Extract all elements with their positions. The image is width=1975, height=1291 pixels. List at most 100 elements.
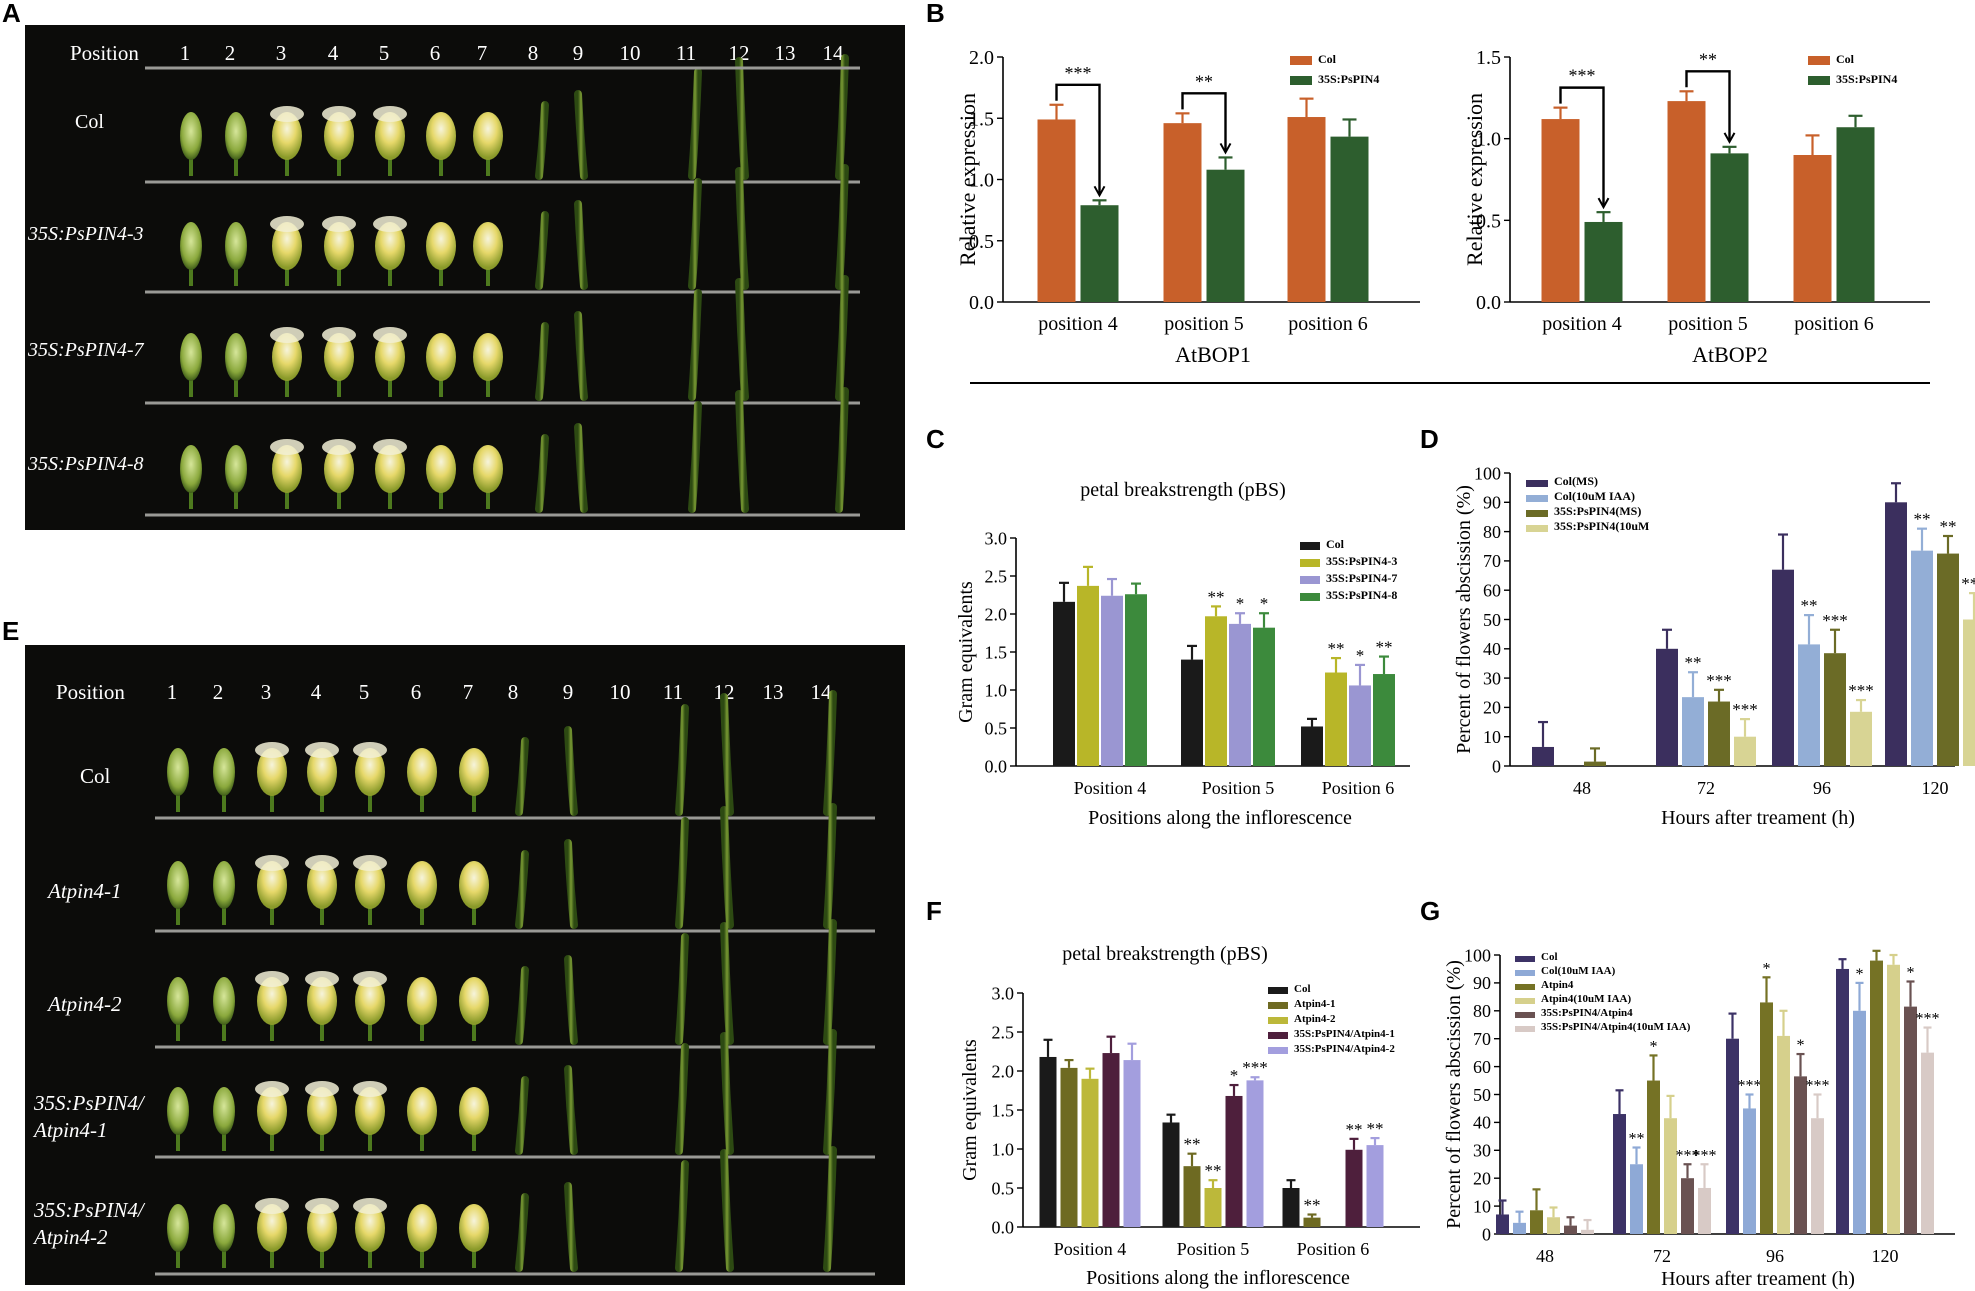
flower <box>324 222 354 270</box>
legend: Col 35S:PsPIN4 <box>1290 52 1379 86</box>
y-tick-label: 20 <box>1473 1169 1491 1189</box>
legend-swatch <box>1515 998 1535 1004</box>
legend-swatch <box>1300 559 1320 567</box>
photo-e-rows: Col Atpin4-1 Atpin4-2 35S:PsPIN4/Atpin4-1 35… <box>32 690 875 1276</box>
bar <box>1798 644 1820 766</box>
significance-label: *** <box>1822 611 1848 630</box>
y-tick-label: 1.0 <box>969 170 994 192</box>
legend-label: 35S:PsPIN4 <box>1318 72 1379 86</box>
x-category-label: position 5 <box>1668 313 1747 335</box>
flower <box>426 222 456 270</box>
position-number-label: 7 <box>477 41 488 65</box>
legend-label: Col <box>1541 951 1558 963</box>
legend-swatch <box>1526 525 1548 532</box>
legend-label: Col <box>1836 52 1855 66</box>
flower <box>407 977 437 1025</box>
silique-pod <box>735 390 749 513</box>
panel-label-e: E <box>2 616 19 646</box>
x-category-label: position 5 <box>1164 313 1243 335</box>
position-number-label: 5 <box>359 680 370 704</box>
legend-label: 35S:PsPIN4(MS) <box>1554 504 1641 518</box>
bar <box>1811 1118 1824 1234</box>
bar <box>1772 569 1794 766</box>
x-category-label: 72 <box>1653 1246 1671 1266</box>
bar <box>1853 1010 1866 1234</box>
silique-pod <box>535 211 549 290</box>
flower-bud <box>167 1204 189 1252</box>
flower <box>407 748 437 796</box>
significance-label: *** <box>1916 1011 1940 1028</box>
flower <box>272 222 302 270</box>
x-category-label: 72 <box>1697 778 1715 798</box>
position-number-label: 12 <box>714 680 735 704</box>
silique-pod <box>835 387 849 513</box>
flower <box>324 333 354 381</box>
petals <box>322 216 356 232</box>
bar <box>1911 550 1933 766</box>
legend: Col Col(10uM IAA) Atpin4 Atpin4(10uM IAA) 35… <box>1515 951 1691 1033</box>
flower <box>407 1087 437 1135</box>
flower <box>307 1204 337 1252</box>
silique-pod <box>735 278 749 401</box>
flower <box>426 445 456 493</box>
petals <box>373 106 407 122</box>
panel-label-a: A <box>2 0 21 28</box>
bar <box>1204 1188 1222 1227</box>
significance-label: * <box>1763 960 1771 977</box>
y-tick-label: 60 <box>1483 581 1501 601</box>
y-axis-label: Relative expression <box>955 93 980 266</box>
flower <box>355 1204 385 1252</box>
genotype-row-label: Atpin4-2 <box>46 992 122 1016</box>
x-category-label: 96 <box>1766 1246 1784 1266</box>
legend-label: 35S:PsPIN4 <box>1836 72 1897 86</box>
y-tick-label: 0.0 <box>992 1217 1015 1237</box>
silique-pod <box>535 434 549 513</box>
x-category-label: Position 5 <box>1177 1239 1250 1259</box>
flower <box>459 1087 489 1135</box>
bar <box>1101 595 1123 766</box>
bar <box>1836 968 1849 1234</box>
silique-pod <box>720 693 734 816</box>
y-tick-label: 0 <box>1492 756 1501 776</box>
x-category-label: Position 6 <box>1297 1239 1370 1259</box>
bar <box>1373 674 1395 766</box>
bar <box>1206 169 1245 302</box>
bar <box>1225 1095 1243 1227</box>
photo-a-position-header: Position <box>70 41 139 65</box>
y-tick-label: 90 <box>1473 973 1491 993</box>
bar <box>1698 1187 1711 1234</box>
bar <box>1581 1229 1594 1234</box>
bar <box>1532 746 1554 766</box>
petals <box>353 742 387 758</box>
flower <box>307 861 337 909</box>
significance-label: ** <box>1685 653 1702 672</box>
position-number-label: 1 <box>180 41 191 65</box>
flower-bud <box>167 748 189 796</box>
significance-bracket <box>1181 92 1227 152</box>
petals <box>255 855 289 871</box>
legend-label: Col(10uM IAA) <box>1554 489 1635 503</box>
photo-panel-a: Position 1 2 3 4 5 6 7 8 9 10 11 12 13 14 Col35S:PsPI… <box>25 25 905 530</box>
flower-bud <box>180 222 202 270</box>
silique-pod <box>574 423 588 513</box>
legend-swatch <box>1268 1002 1288 1009</box>
legend: Col(MS)Col(10uM IAA)35S:PsPIN4(MS)35S:Ps… <box>1526 474 1649 533</box>
bar <box>1734 736 1756 766</box>
position-number-label: 3 <box>261 680 272 704</box>
bar <box>1647 1080 1660 1234</box>
photo-e-background <box>25 645 905 1285</box>
silique-pod <box>823 919 837 1045</box>
flower <box>426 333 456 381</box>
y-tick-label: 3.0 <box>985 528 1008 548</box>
bar <box>1287 117 1326 303</box>
flower <box>272 112 302 160</box>
legend-swatch <box>1300 542 1320 550</box>
flower <box>375 112 405 160</box>
photo-a-background <box>25 25 905 530</box>
bar <box>1181 659 1203 766</box>
legend-label: 35S:PsPIN4-7 <box>1326 571 1397 585</box>
significance-bracket <box>1685 70 1731 141</box>
silique-pod <box>823 1029 837 1155</box>
genotype-row-label: 35S:PsPIN4/ <box>33 1091 146 1115</box>
